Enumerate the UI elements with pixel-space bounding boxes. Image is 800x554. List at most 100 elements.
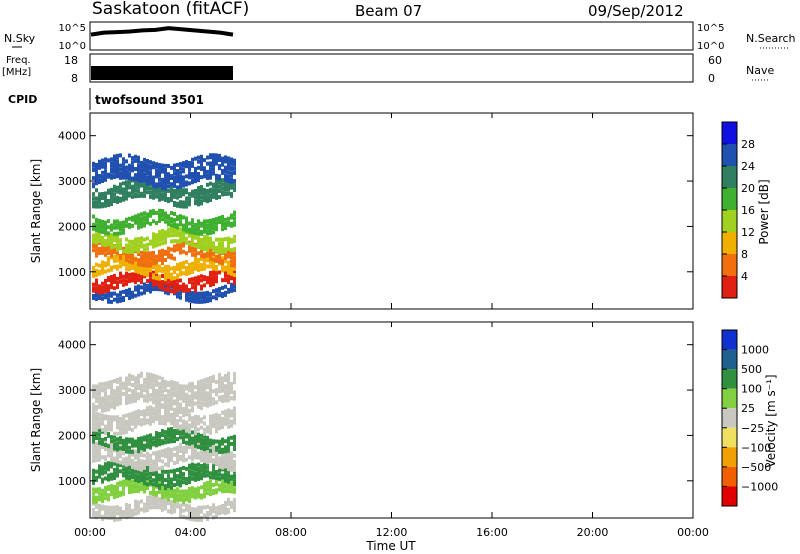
heatmap-cell — [197, 511, 200, 516]
heatmap-cell — [92, 394, 95, 399]
heatmap-cell — [203, 494, 206, 499]
heatmap-cell — [161, 378, 164, 383]
y-tick-label: 3000 — [58, 384, 86, 397]
heatmap-cell — [152, 211, 155, 216]
heatmap-cell — [224, 253, 227, 258]
heatmap-cell — [176, 493, 179, 498]
heatmap-cell — [167, 397, 170, 402]
heatmap-cell — [200, 265, 203, 270]
heatmap-cell — [149, 261, 152, 266]
heatmap-cell — [131, 391, 134, 396]
heatmap-cell — [233, 257, 236, 262]
heatmap-cell — [137, 292, 140, 297]
heatmap-cell — [218, 260, 221, 265]
heatmap-cell — [215, 457, 218, 462]
heatmap-cell — [149, 164, 152, 169]
heatmap-cell — [119, 242, 122, 247]
heatmap-cell — [224, 255, 227, 260]
heatmap-cell — [140, 183, 143, 188]
heatmap-cell — [206, 278, 209, 283]
heatmap-cell — [125, 390, 128, 395]
heatmap-cell — [140, 254, 143, 259]
heatmap-cell — [107, 258, 110, 263]
heatmap-cell — [221, 243, 224, 248]
heatmap-cell — [113, 509, 116, 514]
heatmap-cell — [221, 461, 224, 466]
heatmap-cell — [230, 191, 233, 196]
heatmap-cell — [191, 383, 194, 388]
heatmap-cell — [233, 376, 236, 381]
heatmap-cell — [233, 251, 236, 256]
heatmap-cell — [197, 472, 200, 477]
heatmap-cell — [179, 457, 182, 462]
heatmap-cell — [152, 181, 155, 186]
heatmap-cell — [215, 292, 218, 297]
heatmap-cell — [185, 291, 188, 296]
heatmap-cell — [125, 386, 128, 391]
colorbar-tick-label: −25 — [741, 422, 764, 435]
heatmap-cell — [116, 453, 119, 458]
heatmap-cell — [209, 173, 212, 178]
heatmap-cell — [176, 162, 179, 167]
heatmap-cell — [116, 517, 119, 522]
heatmap-cell — [107, 463, 110, 468]
heatmap-cell — [152, 209, 155, 214]
heatmap-cell — [152, 195, 155, 200]
heatmap-cell — [158, 391, 161, 396]
heatmap-cell — [185, 288, 188, 293]
heatmap-cell — [179, 489, 182, 494]
heatmap-cell — [161, 286, 164, 291]
heatmap-cell — [188, 202, 191, 207]
heatmap-cell — [125, 473, 128, 478]
heatmap-cell — [206, 299, 209, 304]
heatmap-cell — [188, 227, 191, 232]
heatmap-cell — [179, 162, 182, 167]
heatmap-cell — [104, 513, 107, 518]
heatmap-cell — [167, 216, 170, 221]
heatmap-cell — [149, 413, 152, 418]
heatmap-cell — [155, 382, 158, 387]
heatmap-cell — [233, 508, 236, 513]
heatmap-cell — [200, 381, 203, 386]
heatmap-cell — [146, 459, 149, 464]
heatmap-cell — [137, 386, 140, 391]
heatmap-cell — [122, 509, 125, 514]
heatmap-cell — [161, 167, 164, 172]
heatmap-cell — [122, 416, 125, 421]
heatmap-cell — [95, 417, 98, 422]
heatmap-cell — [155, 174, 158, 179]
heatmap-cell — [167, 227, 170, 232]
heatmap-cell — [173, 194, 176, 199]
heatmap-cell — [161, 250, 164, 255]
heatmap-cell — [155, 474, 158, 479]
heatmap-cell — [185, 477, 188, 482]
heatmap-cell — [155, 441, 158, 446]
heatmap-cell — [179, 429, 182, 434]
heatmap-cell — [122, 228, 125, 233]
heatmap-cell — [224, 460, 227, 465]
heatmap-cell — [197, 171, 200, 176]
heatmap-cell — [218, 439, 221, 444]
heatmap-cell — [131, 252, 134, 257]
heatmap-cell — [122, 224, 125, 229]
heatmap-cell — [215, 506, 218, 511]
heatmap-cell — [194, 437, 197, 442]
heatmap-cell — [233, 185, 236, 190]
heatmap-cell — [179, 286, 182, 291]
heatmap-cell — [203, 227, 206, 232]
heatmap-cell — [155, 401, 158, 406]
heatmap-cell — [131, 427, 134, 432]
heatmap-cell — [95, 436, 98, 441]
heatmap-cell — [122, 485, 125, 490]
heatmap-cell — [107, 447, 110, 452]
heatmap-cell — [182, 282, 185, 287]
heatmap-cell — [209, 277, 212, 282]
heatmap-cell — [137, 183, 140, 188]
heatmap-cell — [176, 398, 179, 403]
heatmap-cell — [203, 236, 206, 241]
heatmap-cell — [233, 210, 236, 215]
heatmap-cell — [212, 515, 215, 520]
heatmap-cell — [137, 421, 140, 426]
heatmap-cell — [137, 443, 140, 448]
heatmap-cell — [221, 241, 224, 246]
